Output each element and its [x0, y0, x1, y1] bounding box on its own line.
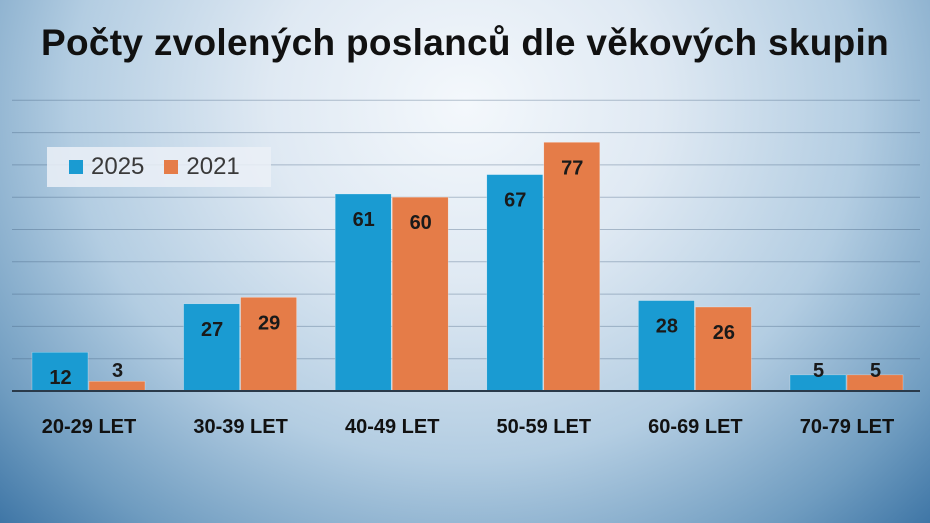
- legend-item-2025: 2025: [69, 153, 144, 181]
- bar-2021: [88, 381, 146, 392]
- bar-2021: [543, 142, 601, 392]
- data-label: 5: [813, 360, 824, 382]
- x-tick-label: 40-49 LET: [345, 416, 439, 438]
- data-label: 67: [504, 190, 526, 212]
- legend-swatch-2025: [69, 160, 83, 174]
- data-label: 12: [49, 367, 71, 389]
- data-label: 27: [201, 319, 223, 341]
- x-tick-label: 50-59 LET: [497, 416, 591, 438]
- data-label: 5: [870, 360, 881, 382]
- chart-title: Počty zvolených poslanců dle věkových sk…: [40, 22, 890, 63]
- legend-label-2025: 2025: [91, 153, 145, 180]
- bar-2025: [183, 303, 240, 392]
- x-tick-label: 20-29 LET: [42, 416, 136, 438]
- bar-2025: [638, 300, 695, 392]
- legend: 2025 2021: [47, 147, 271, 187]
- legend-item-2021: 2021: [164, 153, 240, 181]
- bar-2025: [334, 193, 392, 392]
- bar-2021: [391, 196, 449, 392]
- legend-label-2021: 2021: [186, 153, 240, 180]
- x-tick-label: 70-79 LET: [800, 416, 894, 438]
- data-label: 26: [713, 322, 735, 344]
- bar-2025: [486, 174, 544, 392]
- legend-swatch-2021: [164, 160, 179, 174]
- x-tick-label: 60-69 LET: [648, 416, 742, 438]
- data-label: 60: [410, 212, 432, 234]
- data-label: 28: [656, 316, 678, 338]
- data-label: 77: [561, 157, 583, 179]
- bar-2021: [240, 297, 297, 392]
- data-label: 61: [353, 209, 375, 231]
- x-tick-label: 30-39 LET: [193, 416, 287, 438]
- data-label: 3: [112, 360, 123, 382]
- data-label: 29: [258, 312, 280, 334]
- bar-2025: [31, 351, 89, 392]
- bar-2021: [695, 306, 752, 392]
